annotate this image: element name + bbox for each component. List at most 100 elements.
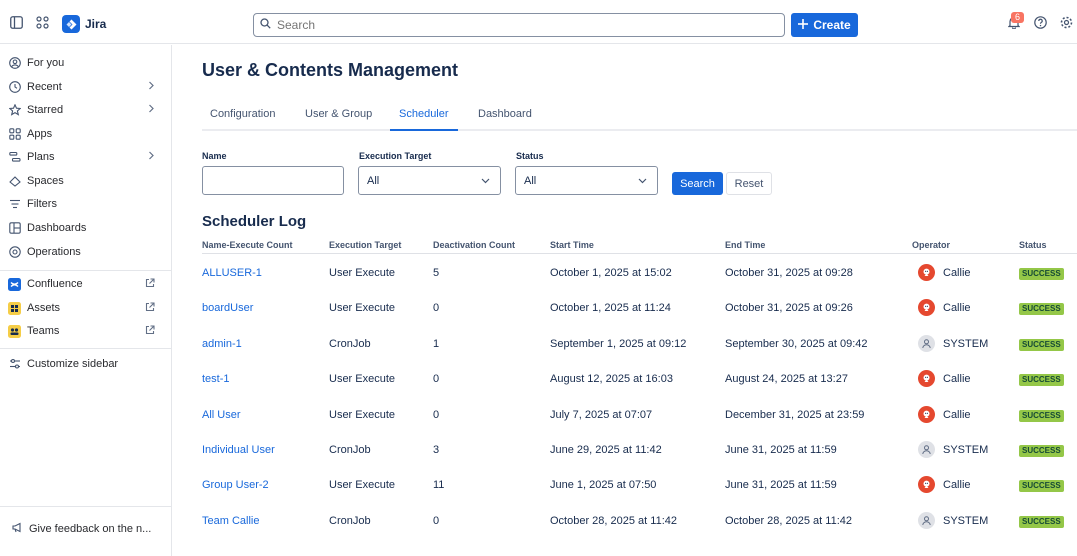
row-name-link[interactable]: Group User-2 (202, 479, 269, 491)
status-filter-select[interactable]: All (515, 166, 658, 195)
row-operator: SYSTEM (918, 441, 988, 458)
app-switcher-icon[interactable] (35, 15, 49, 29)
search-box[interactable] (253, 13, 785, 37)
page-title: User & Contents Management (202, 60, 459, 80)
tab-dashboard[interactable]: Dashboard (478, 108, 532, 120)
status-filter-label: Status (516, 151, 544, 161)
sidebar-item-dashboards[interactable]: Dashboards (8, 218, 163, 238)
customize-icon (8, 358, 21, 371)
row-name-link[interactable]: All User (202, 409, 241, 421)
sidebar-item-confluence[interactable]: Confluence (8, 274, 163, 294)
row-name-link[interactable]: admin-1 (202, 338, 242, 350)
operator-name: Callie (943, 478, 971, 491)
column-header-start-time: Start Time (550, 240, 594, 250)
row-execution-target: CronJob (329, 515, 371, 527)
execution-target-select[interactable]: All (358, 166, 501, 195)
tab-configuration[interactable]: Configuration (210, 108, 276, 120)
sidebar-item-starred[interactable]: Starred (8, 100, 163, 120)
scheduler-log-title: Scheduler Log (202, 213, 307, 230)
execution-target-label: Execution Target (359, 151, 432, 161)
megaphone-icon (12, 522, 23, 536)
status-filter-value: All (524, 174, 537, 187)
search-button[interactable]: Search (672, 172, 723, 195)
tab-scheduler[interactable]: Scheduler (390, 108, 458, 131)
system-avatar-icon (918, 335, 935, 352)
sidebar-divider (0, 270, 171, 271)
external-link-icon[interactable] (145, 277, 155, 291)
plus-icon (798, 18, 809, 32)
row-end-time: October 31, 2025 at 09:26 (725, 302, 853, 314)
row-start-time: July 7, 2025 at 07:07 (550, 409, 653, 421)
operator-name: SYSTEM (943, 337, 989, 350)
customize-label: Customize sidebar (27, 358, 119, 370)
row-start-time: June 1, 2025 at 07:50 (550, 479, 657, 491)
reset-button[interactable]: Reset (726, 172, 772, 195)
customize-sidebar-button[interactable]: Customize sidebar (8, 354, 163, 374)
sidebar-item-for-you[interactable]: For you (8, 53, 163, 73)
operator-name: Callie (943, 266, 971, 279)
sidebar-item-label: Dashboards (27, 222, 87, 234)
sidebar-item-spaces[interactable]: Spaces (8, 171, 163, 191)
clock-icon (8, 81, 21, 94)
row-deactivation-count: 0 (433, 373, 440, 385)
app-name[interactable]: Jira (85, 17, 107, 31)
column-header-status: Status (1019, 240, 1047, 250)
external-link-icon[interactable] (145, 301, 155, 315)
search-icon (260, 18, 271, 32)
jira-logo-icon[interactable] (62, 15, 80, 33)
status-badge: SUCCESS (1019, 268, 1064, 280)
row-name-link[interactable]: Team Callie (202, 515, 260, 527)
row-deactivation-count: 0 (433, 302, 440, 314)
top-navigation: Jira Create 6 (0, 0, 1077, 44)
sidebar-item-operations[interactable]: Operations (8, 242, 163, 262)
name-filter-input[interactable] (202, 166, 344, 195)
row-name-link[interactable]: test-1 (202, 373, 230, 385)
sidebar-item-plans[interactable]: Plans (8, 147, 163, 167)
chevron-right-icon[interactable] (148, 151, 155, 163)
external-link-icon[interactable] (145, 324, 155, 338)
tab-user-group[interactable]: User & Group (305, 108, 373, 120)
spaces-icon (8, 175, 21, 188)
sidebar-item-label: Spaces (27, 175, 64, 187)
chevron-right-icon[interactable] (148, 104, 155, 116)
sidebar-item-teams[interactable]: Teams (8, 321, 163, 341)
search-input[interactable] (277, 18, 757, 32)
row-deactivation-count: 1 (433, 338, 440, 350)
create-button[interactable]: Create (791, 13, 858, 37)
sidebar-item-assets[interactable]: Assets (8, 298, 163, 318)
row-start-time: August 12, 2025 at 16:03 (550, 373, 673, 385)
row-execution-target: User Execute (329, 373, 396, 385)
status-badge: SUCCESS (1019, 374, 1064, 386)
row-start-time: October 28, 2025 at 11:42 (550, 515, 677, 527)
status-badge: SUCCESS (1019, 480, 1064, 492)
row-execution-target: User Execute (329, 409, 396, 421)
notification-badge: 6 (1011, 12, 1025, 23)
sidebar-divider (0, 348, 171, 349)
chevron-right-icon[interactable] (148, 81, 155, 93)
sidebar: For you Recent Starred Apps Plans Spaces… (0, 45, 172, 556)
sidebar-item-label: Recent (27, 81, 62, 93)
help-icon[interactable] (1033, 15, 1047, 29)
row-start-time: October 1, 2025 at 15:02 (550, 267, 672, 279)
row-deactivation-count: 0 (433, 515, 440, 527)
sidebar-item-apps[interactable]: Apps (8, 124, 163, 144)
row-deactivation-count: 3 (433, 444, 440, 456)
operator-name: SYSTEM (943, 443, 989, 456)
give-feedback-button[interactable]: Give feedback on the n... (12, 522, 151, 536)
row-deactivation-count: 11 (433, 479, 445, 491)
apps-icon (8, 128, 21, 141)
sidebar-item-recent[interactable]: Recent (8, 77, 163, 97)
plans-icon (8, 151, 21, 164)
row-name-link[interactable]: ALLUSER-1 (202, 267, 262, 279)
chevron-down-icon (481, 176, 490, 188)
row-name-link[interactable]: Individual User (202, 444, 275, 456)
user-avatar-icon (918, 406, 935, 423)
settings-gear-icon[interactable] (1059, 15, 1073, 29)
execution-target-value: All (367, 174, 380, 187)
row-end-time: October 28, 2025 at 11:42 (725, 515, 852, 527)
sidebar-toggle-icon[interactable] (9, 15, 23, 29)
row-name-link[interactable]: boardUser (202, 302, 254, 314)
sidebar-item-filters[interactable]: Filters (8, 194, 163, 214)
column-header-execution-target: Execution Target (329, 240, 402, 250)
column-header-operator: Operator (912, 240, 951, 250)
